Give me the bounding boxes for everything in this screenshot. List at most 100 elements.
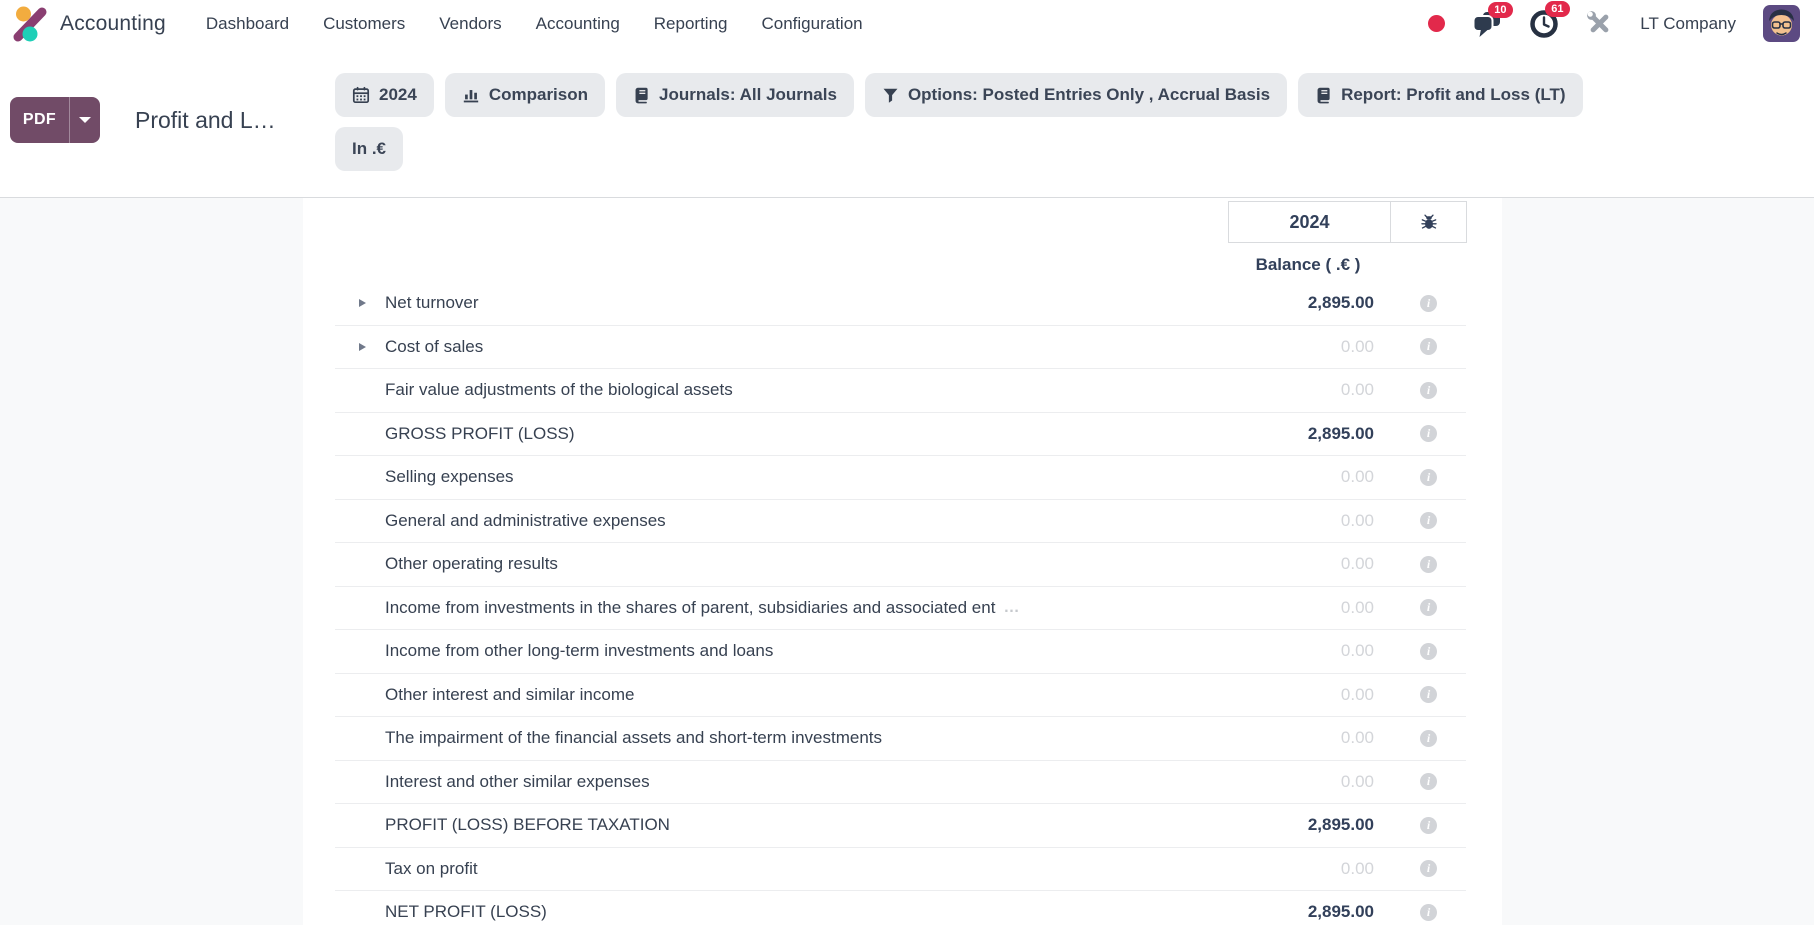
caret-right-icon[interactable] [359, 342, 366, 351]
menu-reporting[interactable]: Reporting [653, 13, 728, 33]
info-icon[interactable]: i [1420, 816, 1437, 834]
row-balance-value[interactable]: 2,895.00 [1307, 293, 1374, 313]
row-label[interactable]: Selling expenses [385, 467, 514, 487]
content-background: 2024 Balance ( .€ ) Net turnover [0, 198, 1814, 925]
row-label[interactable]: PROFIT (LOSS) BEFORE TAXATION [385, 815, 670, 835]
activities-count-badge: 61 [1545, 0, 1570, 17]
presence-dot-icon[interactable] [1428, 15, 1446, 32]
menu-vendors[interactable]: Vendors [439, 13, 502, 33]
row-label[interactable]: NET PROFIT (LOSS) [385, 902, 547, 922]
table-row[interactable]: Income from other long-term investments … [335, 630, 1466, 674]
table-row[interactable]: Tax on profit 0.00 i [335, 848, 1466, 891]
info-icon[interactable]: i [1420, 599, 1437, 617]
info-icon[interactable]: i [1420, 338, 1437, 356]
app-name[interactable]: Accounting [60, 11, 166, 35]
balance-column-subheader: Balance ( .€ ) [1255, 255, 1361, 274]
filter-currency[interactable]: In .€ [335, 127, 404, 171]
menu-configuration[interactable]: Configuration [761, 13, 863, 33]
accounting-app-logo-icon[interactable] [12, 6, 48, 42]
table-row[interactable]: NET PROFIT (LOSS) 2,895.00 i [335, 891, 1466, 925]
row-balance-value[interactable]: 0.00 [1340, 336, 1374, 356]
info-icon[interactable]: i [1420, 773, 1437, 791]
table-row[interactable]: GROSS PROFIT (LOSS) 2,895.00 i [335, 413, 1466, 456]
caret-right-icon[interactable] [359, 299, 366, 308]
table-row[interactable]: Income from investments in the shares of… [335, 587, 1466, 630]
info-icon[interactable]: i [1420, 294, 1437, 312]
row-balance-value[interactable]: 2,895.00 [1307, 423, 1374, 443]
row-label[interactable]: Other interest and similar income [385, 684, 635, 704]
row-balance-value[interactable]: 0.00 [1340, 467, 1374, 487]
table-row[interactable]: Cost of sales 0.00 i [335, 326, 1466, 369]
report-panel: 2024 Balance ( .€ ) Net turnover [303, 198, 1502, 925]
debug-tools-button[interactable] [1586, 10, 1613, 37]
row-label[interactable]: Income from investments in the shares of… [385, 597, 996, 617]
row-balance-value[interactable]: 0.00 [1340, 380, 1374, 400]
filter-comparison[interactable]: Comparison [444, 73, 606, 117]
clock-icon [1530, 9, 1558, 38]
info-icon[interactable]: i [1420, 642, 1437, 660]
info-icon[interactable]: i [1420, 903, 1437, 921]
row-label[interactable]: GROSS PROFIT (LOSS) [385, 423, 575, 443]
table-row[interactable]: Net turnover 2,895.00 i [335, 282, 1466, 326]
activities-button[interactable]: 61 [1529, 0, 1570, 39]
row-balance-value[interactable]: 0.00 [1340, 771, 1374, 791]
menu-customers[interactable]: Customers [323, 13, 406, 33]
row-balance-value[interactable]: 0.00 [1340, 641, 1374, 661]
row-balance-value[interactable]: 0.00 [1340, 597, 1374, 617]
table-row[interactable]: The impairment of the financial assets a… [335, 717, 1466, 761]
row-balance-value[interactable]: 0.00 [1340, 684, 1374, 704]
filter-report-label: Report: Profit and Loss (LT) [1341, 85, 1566, 104]
pdf-export-button[interactable]: PDF [10, 97, 70, 143]
row-label[interactable]: Income from other long-term investments … [385, 641, 774, 661]
info-icon[interactable]: i [1420, 729, 1437, 747]
row-balance-value[interactable]: 0.00 [1340, 858, 1374, 878]
filter-date[interactable]: 2024 [335, 73, 434, 117]
messages-button[interactable]: 10 [1472, 1, 1513, 38]
menu-dashboard[interactable]: Dashboard [205, 13, 290, 33]
info-icon[interactable]: i [1420, 425, 1437, 443]
row-label[interactable]: Interest and other similar expenses [385, 771, 650, 791]
book-icon [1317, 87, 1330, 104]
row-balance-value[interactable]: 2,895.00 [1307, 815, 1374, 835]
row-label[interactable]: Net turnover [385, 293, 479, 313]
top-navbar: Accounting Dashboard Customers Vendors A… [0, 0, 1814, 47]
row-label[interactable]: Tax on profit [385, 858, 478, 878]
table-row[interactable]: PROFIT (LOSS) BEFORE TAXATION 2,895.00 i [335, 804, 1466, 848]
row-label[interactable]: The impairment of the financial assets a… [385, 728, 882, 748]
info-icon[interactable]: i [1420, 686, 1437, 704]
row-balance-value[interactable]: 2,895.00 [1307, 902, 1374, 922]
debug-column-header[interactable] [1390, 201, 1467, 243]
report-rows: Net turnover 2,895.00 i Cost of sales 0.… [335, 282, 1466, 925]
filter-journals[interactable]: Journals: All Journals [616, 73, 854, 117]
row-balance-value[interactable]: 0.00 [1340, 728, 1374, 748]
bar-chart-icon [463, 90, 479, 103]
user-avatar[interactable] [1763, 5, 1800, 42]
info-icon[interactable]: i [1420, 468, 1437, 486]
info-icon[interactable]: i [1420, 381, 1437, 399]
filter-journals-label: Journals: All Journals [659, 85, 837, 104]
info-icon[interactable]: i [1420, 512, 1437, 530]
row-label[interactable]: Cost of sales [385, 336, 484, 356]
table-row[interactable]: Other operating results 0.00 i [335, 543, 1466, 587]
table-row[interactable]: Fair value adjustments of the biological… [335, 369, 1466, 413]
row-label[interactable]: General and administrative expenses [385, 510, 666, 530]
chevron-down-icon [79, 117, 91, 123]
row-balance-value[interactable]: 0.00 [1340, 554, 1374, 574]
chat-bubbles-icon [1472, 11, 1501, 37]
company-switcher[interactable]: LT Company [1640, 13, 1736, 33]
info-icon[interactable]: i [1420, 860, 1437, 878]
menu-accounting[interactable]: Accounting [535, 13, 620, 33]
filter-options[interactable]: Options: Posted Entries Only , Accrual B… [864, 73, 1288, 117]
column-header-2024[interactable]: 2024 [1228, 201, 1391, 243]
pdf-export-dropdown-button[interactable] [70, 97, 100, 143]
book-icon [635, 87, 648, 104]
table-row[interactable]: Selling expenses 0.00 i [335, 456, 1466, 500]
info-icon[interactable]: i [1420, 555, 1437, 573]
row-label[interactable]: Fair value adjustments of the biological… [385, 380, 733, 400]
table-row[interactable]: Other interest and similar income 0.00 i [335, 674, 1466, 717]
row-balance-value[interactable]: 0.00 [1340, 510, 1374, 530]
table-row[interactable]: Interest and other similar expenses 0.00… [335, 761, 1466, 804]
filter-report[interactable]: Report: Profit and Loss (LT) [1298, 73, 1583, 117]
table-row[interactable]: General and administrative expenses 0.00… [335, 500, 1466, 543]
row-label[interactable]: Other operating results [385, 554, 558, 574]
